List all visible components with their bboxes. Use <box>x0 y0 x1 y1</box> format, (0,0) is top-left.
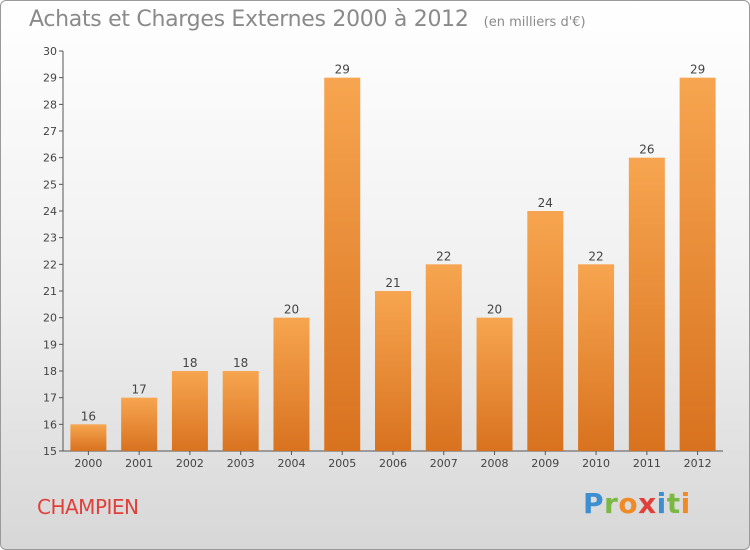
bar <box>578 264 615 451</box>
y-tick-label: 18 <box>43 365 57 378</box>
data-label: 29 <box>690 63 705 77</box>
data-label: 22 <box>436 249 451 263</box>
bar <box>222 371 259 451</box>
data-labels: 16 17 18 18 20 29 21 22 20 24 22 26 29 <box>81 63 706 424</box>
bar <box>375 291 411 451</box>
logo-letter: o <box>618 487 639 520</box>
x-tick-label: 2001 <box>125 457 153 470</box>
data-label: 29 <box>335 63 350 77</box>
commune-name: CHAMPIEN <box>37 495 139 519</box>
bar <box>324 77 361 452</box>
chart-unit-label: (en milliers d'€) <box>483 15 586 30</box>
x-tick-label: 2004 <box>277 457 305 470</box>
x-tick-label: 2003 <box>227 457 255 470</box>
logo-letter: i <box>680 487 691 520</box>
logo-letter: i <box>656 487 667 520</box>
data-label: 24 <box>538 196 553 210</box>
data-label: 17 <box>132 383 147 397</box>
x-tick-label: 2006 <box>379 457 407 470</box>
y-tick-label: 17 <box>43 392 57 405</box>
y-tick-label: 21 <box>43 285 57 298</box>
bar <box>679 77 716 452</box>
axes: 15 16 17 18 19 20 21 22 23 24 25 26 27 28 29 30 2000 2001… <box>43 45 723 470</box>
logo-letter: x <box>638 487 657 520</box>
chart-title: Achats et Charges Externes 2000 à 2012 <box>29 7 469 32</box>
bar <box>70 424 107 451</box>
y-tick-label: 26 <box>43 152 57 165</box>
data-label: 20 <box>284 303 299 317</box>
bar <box>628 157 665 451</box>
x-tick-label: 2002 <box>176 457 204 470</box>
proxiti-logo: Proxiti <box>583 487 691 520</box>
logo-letter: P <box>583 487 605 520</box>
x-tick-label: 2007 <box>430 457 458 470</box>
x-tick-label: 2000 <box>74 457 102 470</box>
y-tick-label: 15 <box>43 445 57 458</box>
y-tick-label: 29 <box>43 72 57 85</box>
data-label: 16 <box>81 409 96 423</box>
y-tick-label: 27 <box>43 125 57 138</box>
y-tick-label: 28 <box>43 98 57 111</box>
y-tick-label: 30 <box>43 45 57 58</box>
y-tick-label: 19 <box>43 338 57 351</box>
y-tick-label: 22 <box>43 258 57 271</box>
logo-letter: t <box>666 487 681 520</box>
bar <box>171 371 208 451</box>
y-tick-label: 16 <box>43 418 57 431</box>
y-tick-label: 25 <box>43 178 57 191</box>
bar <box>273 317 310 451</box>
data-label: 26 <box>639 143 654 157</box>
x-tick-label: 2005 <box>328 457 356 470</box>
bars <box>70 77 716 452</box>
data-label: 21 <box>385 276 400 290</box>
y-tick-label: 20 <box>43 312 57 325</box>
logo-letter: r <box>604 487 619 520</box>
data-label: 18 <box>233 356 248 370</box>
x-tick-label: 2012 <box>684 457 712 470</box>
x-tick-label: 2010 <box>582 457 610 470</box>
bar <box>425 264 462 451</box>
bar <box>121 397 158 451</box>
x-tick-label: 2009 <box>531 457 559 470</box>
title-row: Achats et Charges Externes 2000 à 2012 (… <box>29 7 586 32</box>
x-tick-label: 2008 <box>481 457 509 470</box>
data-label: 18 <box>182 356 197 370</box>
x-tick-label: 2011 <box>633 457 661 470</box>
y-tick-label: 23 <box>43 232 57 245</box>
bar <box>527 211 564 451</box>
bar <box>476 317 513 451</box>
y-tick-label: 24 <box>43 205 57 218</box>
data-label: 22 <box>588 249 603 263</box>
data-label: 20 <box>487 303 502 317</box>
